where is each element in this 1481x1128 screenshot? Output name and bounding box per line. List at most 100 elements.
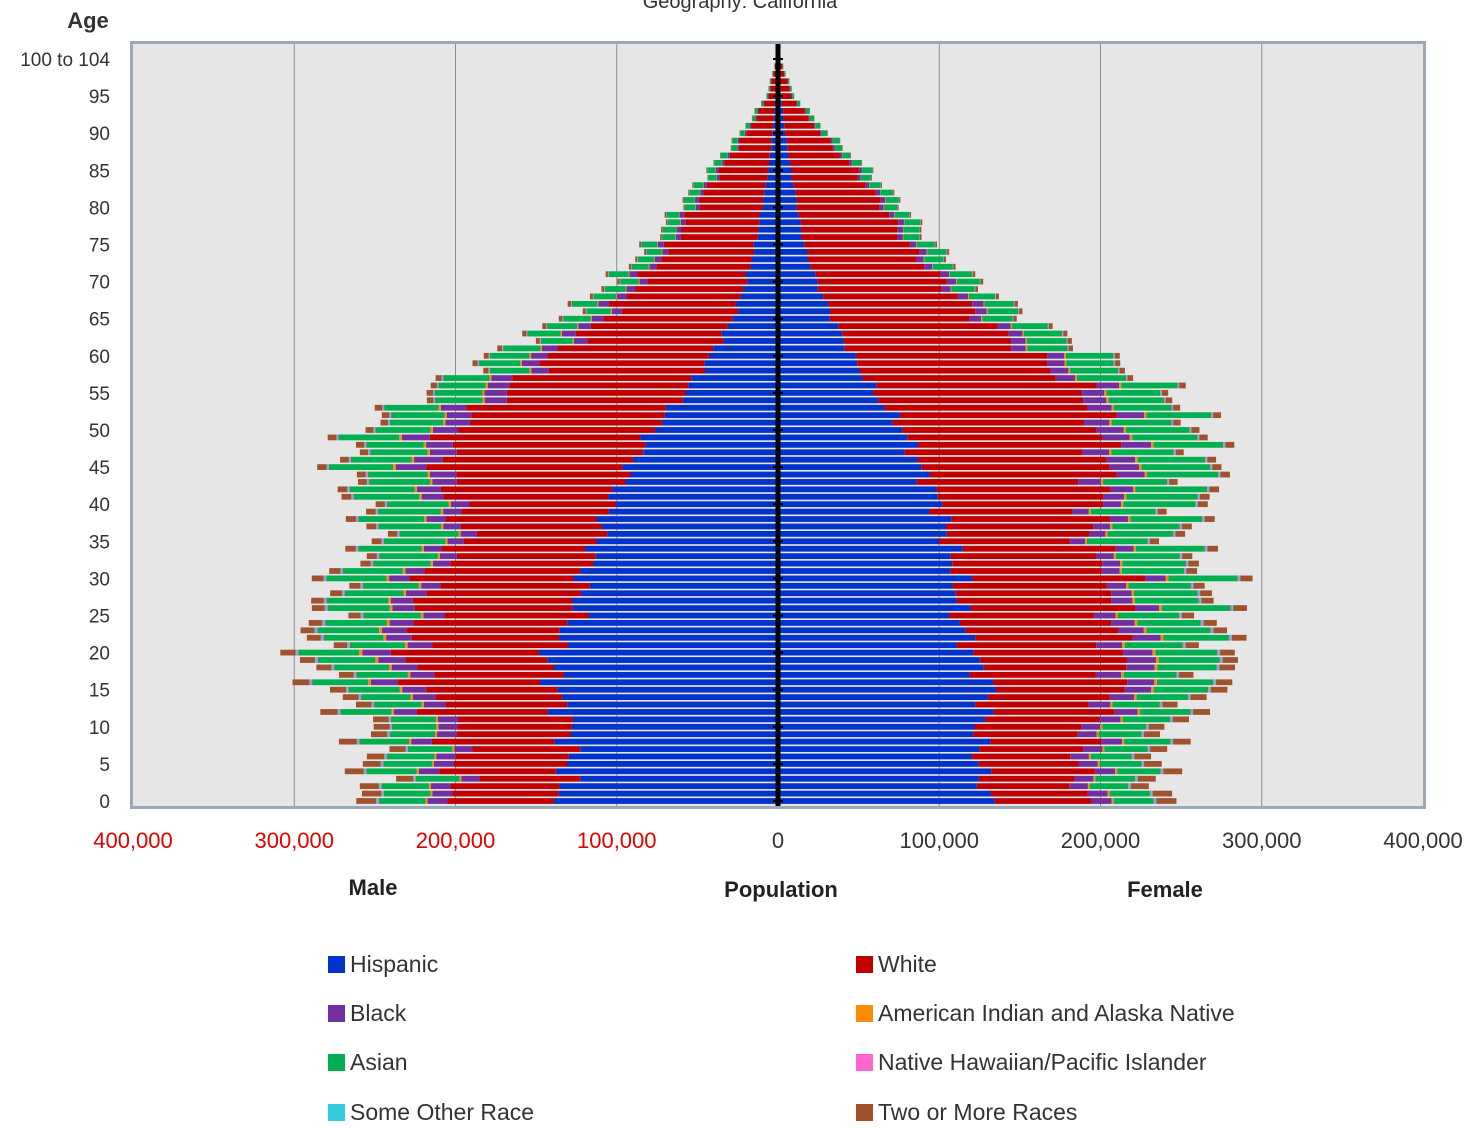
bar-female-age-60-native-hawaiian-pacific-islander xyxy=(1113,352,1115,359)
bar-male-age-19-white xyxy=(405,657,548,663)
bar-male-age-36-some-other-race xyxy=(397,530,399,537)
bar-female-age-69-american-indian-and-alaska-native xyxy=(950,286,952,292)
bar-male-age-12-two-or-more-races xyxy=(320,709,338,715)
bar-female-age-77-two-or-more-races xyxy=(919,226,922,233)
x-tick-label-6: 200,000 xyxy=(1061,828,1141,853)
bar-male-age-59-american-indian-and-alaska-native xyxy=(520,360,522,367)
bar-female-age-15-hispanic xyxy=(778,686,996,693)
bar-male-age-96-asian xyxy=(768,85,770,92)
bar-female-age-50-asian xyxy=(1125,427,1190,433)
bar-female-age-55-asian xyxy=(1106,390,1161,396)
bar-female-age-76-hispanic xyxy=(778,234,802,240)
bar-female-age-89-black xyxy=(830,137,833,144)
bar-male-age-27-native-hawaiian-pacific-islander xyxy=(325,597,327,604)
bar-male-age-59-hispanic xyxy=(704,360,778,367)
bar-male-age-17-two-or-more-races xyxy=(339,671,354,678)
bar-male-age-73-two-or-more-races xyxy=(635,256,638,263)
y-tick-label-45: 45 xyxy=(89,458,110,479)
bar-female-age-43-white xyxy=(916,479,1079,485)
bar-female-age-85-hispanic xyxy=(778,167,792,174)
bar-male-age-90-white xyxy=(746,130,773,137)
bar-female-age-61-american-indian-and-alaska-native xyxy=(1025,345,1028,352)
bar-female-age-27-asian xyxy=(1134,597,1199,604)
bar-male-age-51-american-indian-and-alaska-native xyxy=(443,419,446,426)
bar-female-age-42-asian xyxy=(1135,486,1208,493)
bar-female-age-26-black xyxy=(1135,605,1159,611)
bar-female-age-43-black xyxy=(1078,479,1101,485)
bar-male-age-89-white xyxy=(739,137,772,144)
y-tick-label-75: 75 xyxy=(89,236,110,257)
bar-female-age-89-white xyxy=(786,137,831,144)
bar-female-age-89-hispanic xyxy=(778,137,787,144)
bar-female-age-87-hispanic xyxy=(778,152,789,159)
bar-female-age-18-black xyxy=(1126,664,1155,671)
bar-male-age-70-asian xyxy=(620,278,639,285)
bar-male-age-62-american-indian-and-alaska-native xyxy=(572,338,575,344)
bar-male-age-52-native-hawaiian-pacific-islander xyxy=(390,412,392,419)
bar-male-age-40-some-other-race xyxy=(384,501,386,508)
bar-female-age-37-two-or-more-races xyxy=(1182,523,1192,530)
bar-male-age-11-asian xyxy=(391,716,436,723)
bar-male-age-9-some-other-race xyxy=(387,731,389,738)
bar-female-age-38-native-hawaiian-pacific-islander xyxy=(1202,516,1204,522)
bar-male-age-82-white xyxy=(703,189,765,196)
bar-male-age-42-native-hawaiian-pacific-islander xyxy=(348,486,350,493)
bar-female-age-27-american-indian-and-alaska-native xyxy=(1132,597,1135,604)
bar-female-age-44-american-indian-and-alaska-native xyxy=(1144,471,1148,478)
bar-female-age-26-white xyxy=(970,605,1136,611)
bar-male-age-30-two-or-more-races xyxy=(311,575,324,582)
bar-female-age-80-hispanic xyxy=(778,204,797,211)
bar-male-age-8-american-indian-and-alaska-native xyxy=(409,738,412,745)
bar-female-age-78-white xyxy=(800,219,899,226)
bar-female-age-74-asian xyxy=(927,249,947,255)
bar-male-age-56-native-hawaiian-pacific-islander xyxy=(437,382,439,389)
bar-female-age-18-some-other-race xyxy=(1218,664,1220,671)
bar-female-age-26-american-indian-and-alaska-native xyxy=(1158,605,1162,611)
bar-female-age-88-hispanic xyxy=(778,145,788,151)
bar-female-age-41-white xyxy=(937,493,1104,500)
bar-male-age-91-asian xyxy=(745,122,750,129)
bar-male-age-20-white xyxy=(390,649,539,656)
bar-female-age-16-asian xyxy=(1156,679,1214,686)
bar-male-age-72-hispanic xyxy=(750,263,778,270)
bar-male-age-67-american-indian-and-alaska-native xyxy=(597,300,599,307)
bar-male-age-7-american-indian-and-alaska-native xyxy=(452,746,455,752)
bar-female-age-66-two-or-more-races xyxy=(1019,308,1023,315)
bar-female-age-64-black xyxy=(997,323,1011,330)
bar-male-age-48-some-other-race xyxy=(364,441,366,448)
bar-male-age-51-hispanic xyxy=(661,419,778,426)
bar-female-age-63-black xyxy=(1008,330,1023,337)
bar-female-age-26-hispanic xyxy=(778,605,971,611)
bar-male-age-60-black xyxy=(531,352,548,359)
bar-male-age-18-native-hawaiian-pacific-islander xyxy=(332,664,335,671)
bar-male-age-57-white xyxy=(512,375,692,381)
bar-male-age-88-hispanic xyxy=(771,145,778,151)
bar-female-age-73-black xyxy=(916,256,924,263)
bar-male-age-18-hispanic xyxy=(554,664,778,671)
bar-female-age-82-black xyxy=(875,189,881,196)
bar-male-age-4-black xyxy=(418,768,440,775)
bar-male-age-15-some-other-race xyxy=(346,686,348,693)
y-tick-label-10: 10 xyxy=(89,718,110,739)
bar-male-age-12-native-hawaiian-pacific-islander xyxy=(338,709,341,715)
bar-male-age-41-hispanic xyxy=(608,493,778,500)
y-tick-label-5: 5 xyxy=(99,755,110,776)
bar-male-age-7-asian xyxy=(407,746,453,752)
bar-female-age-6-white xyxy=(972,753,1071,760)
bar-male-age-95-white xyxy=(768,93,776,99)
bar-female-age-75-asian xyxy=(916,241,935,248)
bar-male-age-66-asian xyxy=(586,308,611,315)
bar-male-age-32-two-or-more-races xyxy=(360,560,371,567)
bar-female-age-82-two-or-more-races xyxy=(893,189,895,196)
bar-male-age-62-native-hawaiian-pacific-islander xyxy=(540,338,541,344)
bar-male-age-26-asian xyxy=(327,605,390,611)
bar-male-age-80-hispanic xyxy=(762,204,778,211)
bar-male-age-30-some-other-race xyxy=(323,575,325,582)
bar-male-age-91-black xyxy=(749,122,752,129)
bar-female-age-64-native-hawaiian-pacific-islander xyxy=(1047,323,1049,330)
bar-male-age-62-black xyxy=(574,338,588,344)
bar-male-age-75-hispanic xyxy=(753,241,778,248)
bar-male-age-59-white xyxy=(539,360,705,367)
bar-male-age-71-black xyxy=(629,271,638,278)
